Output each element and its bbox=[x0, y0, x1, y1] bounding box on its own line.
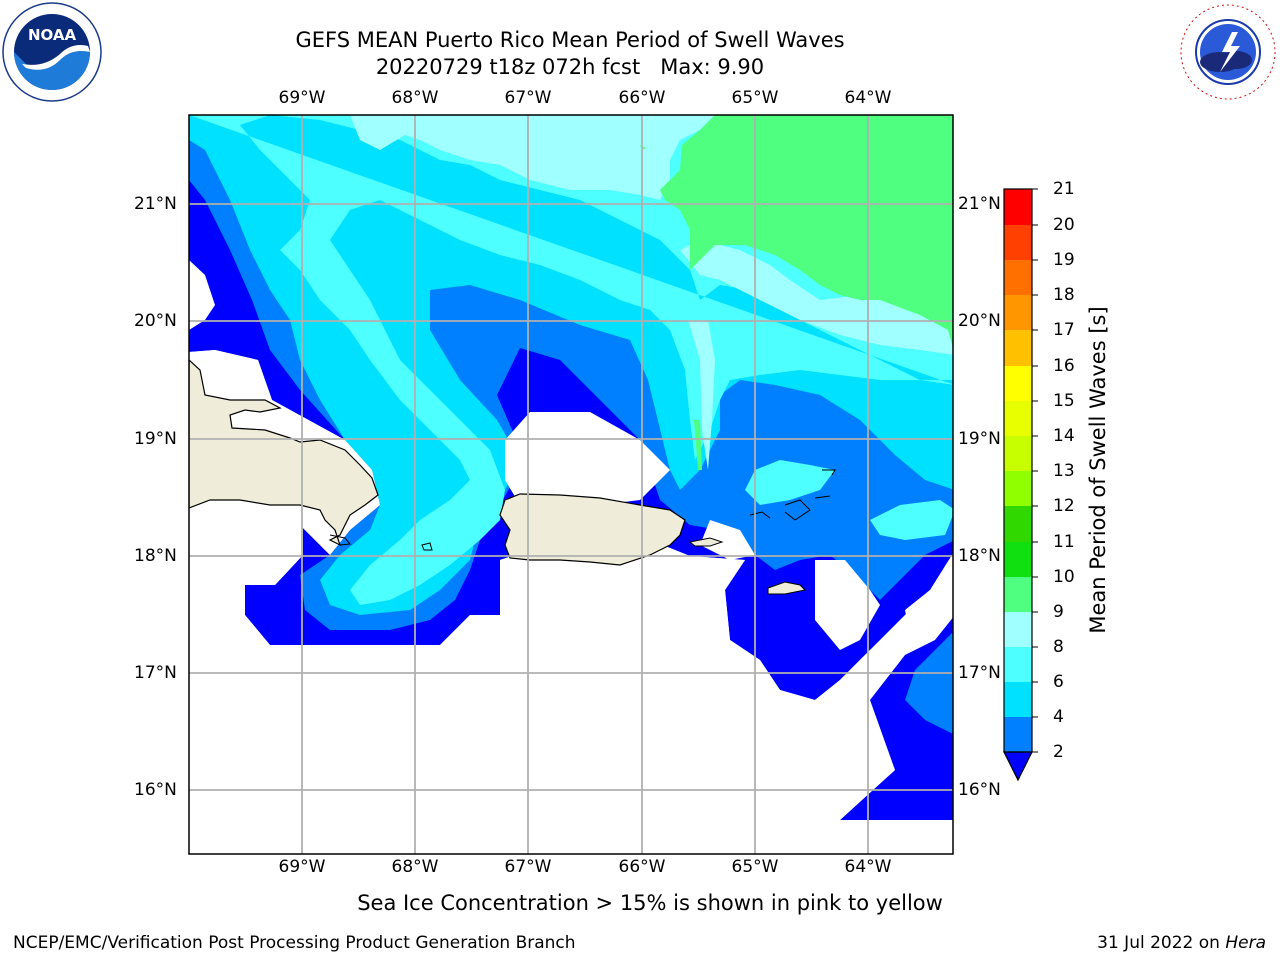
credit-text: NCEP/EMC/Verification Post Processing Pr… bbox=[13, 933, 576, 953]
lon-tick-top: 67°W bbox=[504, 88, 552, 108]
lat-tick-right: 21°N bbox=[958, 194, 1001, 214]
colorbar-segment-20-21 bbox=[1004, 189, 1032, 225]
lon-tick-bottom: 69°W bbox=[278, 857, 326, 877]
colorbar-title: Mean Period of Swell Waves [s] bbox=[1086, 306, 1110, 634]
colorbar-segment-14-15 bbox=[1004, 401, 1032, 436]
colorbar-label: 4 bbox=[1053, 707, 1064, 727]
colorbar-segment-8-9 bbox=[1004, 612, 1032, 647]
lat-tick-left: 18°N bbox=[134, 546, 177, 566]
colorbar-label: 11 bbox=[1053, 532, 1075, 552]
colorbar-label: 18 bbox=[1053, 285, 1075, 305]
lat-tick-right: 18°N bbox=[958, 546, 1001, 566]
colorbar-label: 16 bbox=[1053, 356, 1075, 376]
colorbar-segment-4-6 bbox=[1004, 682, 1032, 717]
lat-tick-left: 21°N bbox=[134, 194, 177, 214]
lon-tick-bottom: 67°W bbox=[504, 857, 552, 877]
colorbar-label: 21 bbox=[1053, 179, 1075, 199]
colorbar-segment-6-8 bbox=[1004, 647, 1032, 682]
colorbar-segment-9-10 bbox=[1004, 577, 1032, 612]
lat-tick-left: 16°N bbox=[134, 780, 177, 800]
host-name: Hera bbox=[1225, 933, 1266, 953]
colorbar-segment-2-4 bbox=[1004, 717, 1032, 752]
colorbar-label: 14 bbox=[1053, 426, 1075, 446]
lon-tick-bottom: 65°W bbox=[731, 857, 779, 877]
date-stamp: 31 Jul 2022 on Hera bbox=[1097, 933, 1266, 953]
contour-4-6-south bbox=[905, 632, 953, 734]
noaa-logo: NOAA bbox=[2, 2, 102, 102]
colorbar-label: 9 bbox=[1053, 602, 1064, 622]
date-text: 31 Jul 2022 on bbox=[1097, 933, 1220, 953]
lon-tick-top: 65°W bbox=[731, 88, 779, 108]
lat-tick-right: 16°N bbox=[958, 780, 1001, 800]
land-puerto-rico bbox=[499, 493, 686, 566]
map-title: GEFS MEAN Puerto Rico Mean Period of Swe… bbox=[295, 28, 845, 52]
lon-tick-bottom: 66°W bbox=[618, 857, 666, 877]
colorbar-label: 8 bbox=[1053, 637, 1064, 657]
colorbar bbox=[1003, 188, 1038, 782]
colorbar-under-arrow bbox=[1003, 751, 1033, 782]
lon-tick-bottom: 64°W bbox=[844, 857, 892, 877]
colorbar-segment-18-19 bbox=[1004, 260, 1032, 295]
colorbar-label: 2 bbox=[1053, 742, 1064, 762]
lat-tick-left: 19°N bbox=[134, 429, 177, 449]
lat-tick-right: 19°N bbox=[958, 429, 1001, 449]
lat-tick-left: 20°N bbox=[134, 311, 177, 331]
lat-tick-right: 17°N bbox=[958, 663, 1001, 683]
colorbar-label: 10 bbox=[1053, 567, 1075, 587]
colorbar-segment-10-11 bbox=[1004, 542, 1032, 577]
lon-tick-top: 69°W bbox=[278, 88, 326, 108]
map-gridlines bbox=[189, 115, 953, 854]
lat-tick-left: 17°N bbox=[134, 663, 177, 683]
colorbar-label: 19 bbox=[1053, 250, 1075, 270]
colorbar-segment-12-13 bbox=[1004, 471, 1032, 506]
map-frame bbox=[188, 114, 954, 855]
colorbar-label: 20 bbox=[1053, 215, 1075, 235]
colorbar-label: 15 bbox=[1053, 391, 1075, 411]
colorbar-segment-15-16 bbox=[1004, 366, 1032, 401]
land-hispaniola bbox=[189, 359, 379, 547]
contour-green-10 bbox=[660, 115, 953, 348]
colorbar-segment-19-20 bbox=[1004, 225, 1032, 260]
lon-tick-top: 68°W bbox=[391, 88, 439, 108]
contour-9-10 bbox=[350, 115, 715, 200]
colorbar-segment-11-12 bbox=[1004, 506, 1032, 542]
colorbar-label: 13 bbox=[1053, 461, 1075, 481]
colorbar-segment-16-17 bbox=[1004, 330, 1032, 366]
colorbar-segment-13-14 bbox=[1004, 436, 1032, 471]
colorbar-segment-17-18 bbox=[1004, 295, 1032, 330]
map-subtitle: 20220729 t18z 072h fcst Max: 9.90 bbox=[375, 55, 765, 79]
sea-ice-note: Sea Ice Concentration > 15% is shown in … bbox=[357, 891, 943, 915]
colorbar-label: 6 bbox=[1053, 672, 1064, 692]
colorbar-label: 17 bbox=[1053, 320, 1075, 340]
noaa-logo-text: NOAA bbox=[28, 26, 77, 44]
no-data-north-pr bbox=[505, 412, 670, 505]
colorbar-label: 12 bbox=[1053, 496, 1075, 516]
nws-logo bbox=[1180, 4, 1276, 100]
lon-tick-bottom: 68°W bbox=[391, 857, 439, 877]
lon-tick-top: 66°W bbox=[618, 88, 666, 108]
lat-tick-right: 20°N bbox=[958, 311, 1001, 331]
lon-tick-top: 64°W bbox=[844, 88, 892, 108]
